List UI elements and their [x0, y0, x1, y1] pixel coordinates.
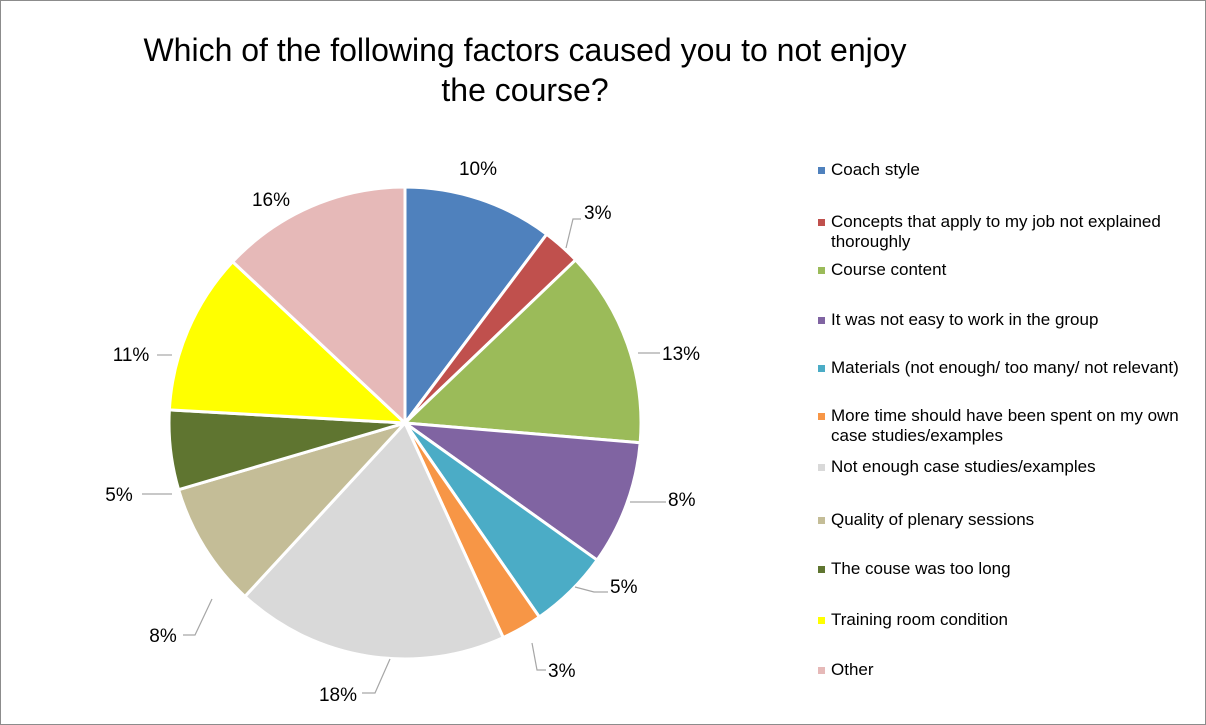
data-label-3: 13% — [662, 344, 700, 365]
legend-label: Materials (not enough/ too many/ not rel… — [831, 358, 1179, 377]
legend-swatch — [818, 267, 825, 274]
legend-swatch — [818, 464, 825, 471]
pie-slice-4 — [403, 421, 642, 562]
chart-title: Which of the following factors caused yo… — [143, 32, 907, 108]
legend-label: Course content — [831, 260, 947, 279]
pie-slice-1 — [403, 185, 549, 425]
legend-label: Concepts that apply to my job not explai… — [831, 212, 1161, 251]
legend-swatch — [818, 365, 825, 372]
leader-line-6 — [531, 642, 546, 671]
data-label-10: 11% — [113, 345, 150, 366]
pie-slice-11 — [231, 185, 407, 425]
legend-swatch — [818, 667, 825, 674]
legend-item: Materials (not enough/ too many/ not rel… — [818, 358, 1203, 378]
data-label-8: 8% — [149, 626, 177, 647]
data-label-7: 18% — [319, 685, 357, 706]
leader-line-5 — [574, 586, 608, 593]
legend-label: Training room condition — [831, 610, 1009, 629]
legend-swatch — [818, 219, 825, 226]
legend-item: More time should have been spent on my o… — [818, 406, 1203, 446]
legend-swatch — [818, 517, 825, 524]
legend-swatch — [818, 317, 825, 324]
legend-item: Training room condition — [818, 610, 1203, 630]
legend-swatch — [818, 617, 825, 624]
legend-item: It was not easy to work in the group — [818, 310, 1203, 330]
data-label-6: 3% — [548, 661, 576, 682]
legend-item: Course content — [818, 260, 1203, 280]
legend-item: The couse was too long — [818, 559, 1203, 579]
data-label-9: 5% — [105, 485, 133, 506]
legend-item: Quality of plenary sessions — [818, 510, 1203, 530]
legend-label: The couse was too long — [831, 559, 1011, 578]
pie-slice-3 — [403, 258, 643, 445]
pie-slice-8 — [177, 421, 407, 598]
leader-line-2 — [565, 218, 581, 249]
leader-line-8 — [183, 598, 213, 636]
legend-label: Coach style — [831, 160, 920, 179]
legend-swatch — [818, 566, 825, 573]
data-label-1: 10% — [459, 159, 497, 180]
leader-line-7 — [362, 658, 391, 694]
legend-label: Not enough case studies/examples — [831, 457, 1096, 476]
legend-item: Other — [818, 660, 1203, 680]
pie-slice-10 — [167, 260, 407, 425]
legend-item: Not enough case studies/examples — [818, 457, 1203, 477]
legend-swatch — [818, 167, 825, 174]
legend-swatch — [818, 413, 825, 420]
legend-label: More time should have been spent on my o… — [831, 406, 1179, 445]
data-label-2: 3% — [584, 203, 612, 224]
legend-label: It was not easy to work in the group — [831, 310, 1099, 329]
legend-item: Coach style — [818, 160, 1203, 180]
legend-item: Concepts that apply to my job not explai… — [818, 212, 1203, 252]
data-label-11: 16% — [252, 190, 290, 211]
legend-label: Quality of plenary sessions — [831, 510, 1035, 529]
pie-slice-7 — [243, 421, 505, 661]
legend-label: Other — [831, 660, 874, 679]
data-label-5: 5% — [610, 577, 638, 598]
data-label-4: 8% — [668, 490, 696, 511]
